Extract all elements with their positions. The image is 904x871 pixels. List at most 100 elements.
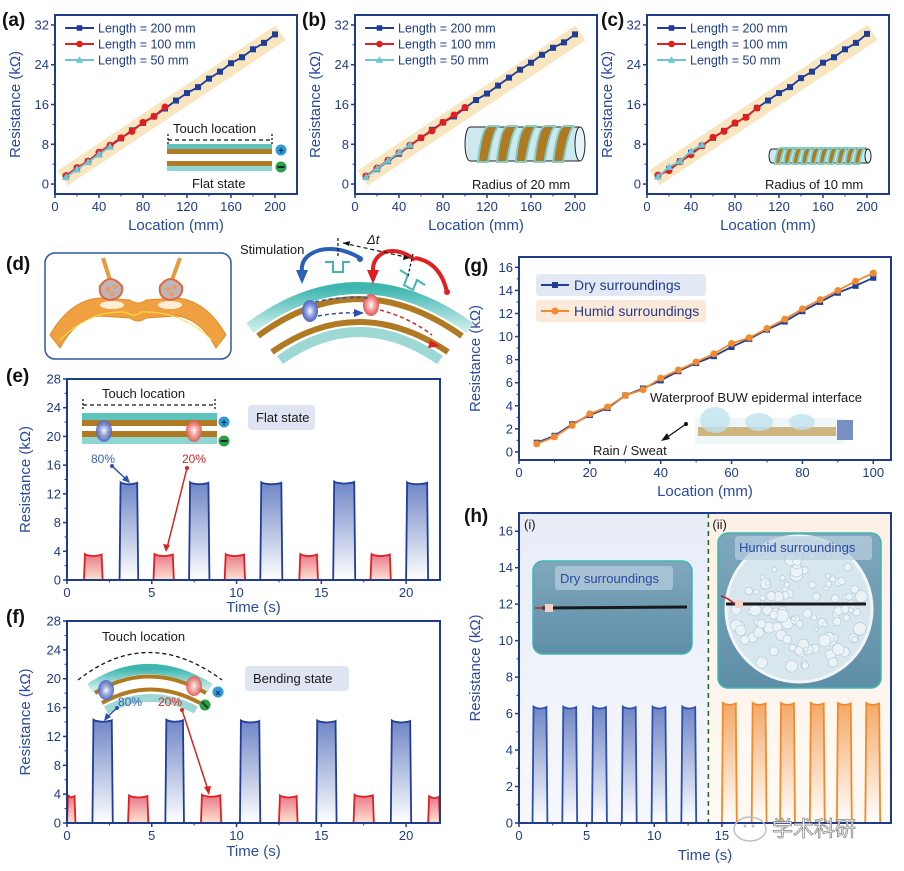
pulse-outline (405, 480, 430, 581)
data-point-circle (139, 118, 147, 126)
data-point-square (506, 74, 512, 81)
inset-g-label: Waterproof BUW epidermal interface (650, 390, 862, 405)
droplet (843, 563, 852, 572)
pulse-80pct (164, 717, 185, 824)
device-connector (837, 420, 853, 440)
pointer-20 (181, 709, 209, 791)
inset-f-bending-device: Touch location × 80% 20% Bending state (77, 629, 349, 795)
droplet (818, 634, 832, 647)
droplet (788, 643, 797, 652)
x-tick-label: 5 (148, 585, 155, 600)
legend-item: Humid surroundings (536, 300, 706, 322)
pulse-fill (224, 554, 246, 580)
x-tick-label: 40 (92, 199, 106, 214)
pulse-dry (531, 704, 549, 824)
inset-a-caption: Flat state (192, 176, 245, 191)
inset-b-coil-r20: Radius of 20 mm (464, 125, 586, 192)
coil-turn (817, 147, 833, 165)
coil-turn (552, 125, 576, 163)
pulse-fill (751, 702, 767, 823)
data-point-triangle (395, 148, 403, 156)
data-point-square (376, 25, 383, 31)
brown-arc-top (256, 296, 464, 339)
y-tick-label: 32 (35, 17, 49, 32)
droplet (753, 588, 760, 596)
inset-b-caption: Radius of 20 mm (472, 177, 570, 192)
series-length-50-mm (62, 142, 114, 181)
x-axis-label: Location (mm) (428, 217, 524, 234)
y-axis-label: Resistance (kΩ) (467, 614, 484, 721)
panel-label-h: (h) (464, 506, 488, 527)
data-point-circle (657, 374, 665, 382)
data-point-triangle (84, 158, 92, 166)
x-tick-label: 10 (229, 828, 243, 843)
droplet (749, 604, 762, 617)
panel-label-b: (b) (302, 10, 326, 31)
bending-state-badge (245, 666, 349, 691)
pulse-20pct (83, 552, 104, 581)
data-point-square (217, 68, 223, 75)
y-axis-label: Resistance (kΩ) (599, 51, 616, 158)
x-tick-label: 160 (812, 199, 834, 214)
droplet (853, 622, 867, 636)
plus-terminal-icon (218, 416, 230, 428)
x-tick-label: 15 (715, 828, 729, 843)
y-tick-label: 12 (47, 729, 61, 744)
data-point-circle (117, 134, 125, 142)
data-point-square (239, 54, 245, 61)
pulse-20pct (127, 793, 150, 824)
series-length-50-mm (654, 140, 706, 180)
y-tick-label: 32 (335, 17, 349, 32)
data-point-square (870, 274, 877, 281)
pulse-fill (316, 720, 337, 823)
data-point-circle (742, 113, 750, 121)
pulse-outline (127, 793, 150, 824)
pulse-outline (118, 480, 140, 581)
y-axis-label: Resistance (kΩ) (17, 426, 34, 533)
coil-turn (514, 125, 538, 163)
pulse-fill (299, 554, 318, 580)
y-tick-label: 24 (35, 57, 49, 72)
x-tick-label: 40 (653, 465, 667, 480)
droplet (851, 636, 859, 643)
coil-turn (853, 147, 868, 165)
data-point-circle (869, 269, 877, 277)
data-point-square (484, 90, 490, 97)
droplet (802, 608, 813, 619)
inset-a-touch-label: Touch location (173, 121, 256, 136)
data-point-circle (781, 315, 789, 323)
series-humid-surroundings (533, 269, 877, 448)
pulse-outline (389, 718, 413, 824)
x-tick-label: 15 (314, 828, 328, 843)
chart-e-time-resistance-flat: 0 4 8 12 16 20 24 28 0 5 10 15 20 Time (s) Resistance … (17, 372, 441, 616)
data-point-circle (550, 433, 558, 441)
data-point-triangle (687, 147, 695, 155)
x-axis-label: Time (s) (678, 847, 732, 864)
coil-turn (809, 147, 824, 165)
watermark: 学术科研 (733, 816, 856, 842)
x-tick-label: 80 (136, 199, 150, 214)
pulse-fill (119, 482, 139, 580)
legend-item: Length = 100 mm (657, 38, 788, 52)
data-point-triangle (73, 165, 81, 173)
x-tick-label: 0 (51, 199, 58, 214)
chart-f-time-resistance-bending: 0 4 8 12 16 20 24 28 0 5 10 15 20 Time (s) Resistance … (17, 614, 441, 860)
brown-electrode (167, 161, 272, 166)
inset-a-flat-device: Touch location + Flat state (167, 121, 287, 191)
pulse-outline (278, 793, 299, 824)
data-point-circle (728, 340, 736, 348)
data-point-triangle (665, 163, 673, 171)
device-strip (541, 605, 688, 610)
y-tick-label: 8 (54, 758, 61, 773)
pulse-fill (67, 795, 76, 823)
y-axis-label: Resistance (kΩ) (307, 51, 324, 158)
y-tick-label: 8 (506, 352, 513, 367)
data-point-triangle (384, 156, 392, 164)
droplet (850, 585, 859, 594)
stimulation-label: Stimulation (240, 242, 304, 257)
stimulation-arrow-blue (299, 247, 362, 273)
pulse-fill (592, 706, 607, 823)
x-tick-label: 160 (220, 199, 242, 214)
series-line (65, 106, 166, 177)
plot-frame (518, 256, 892, 461)
